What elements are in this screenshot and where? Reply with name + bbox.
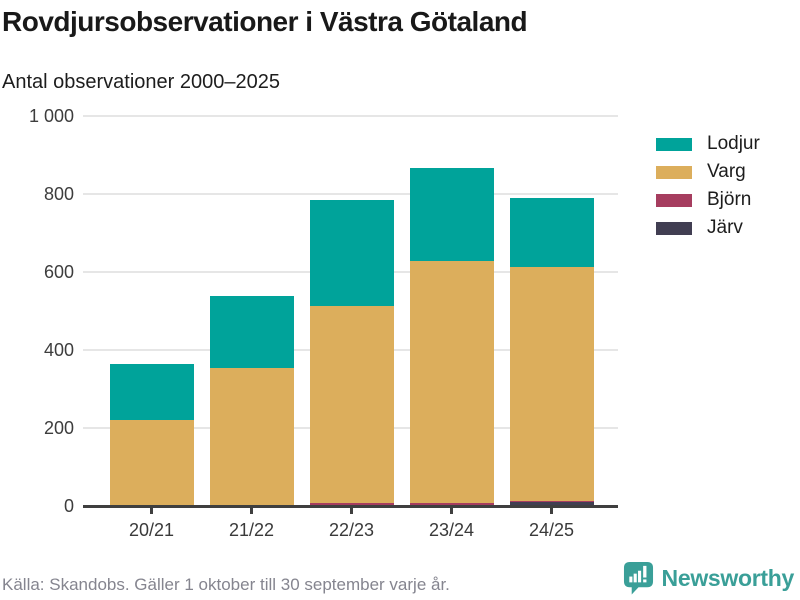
x-axis-tick: [450, 506, 453, 514]
bar-segment-lodjur: [209, 295, 294, 368]
legend-label: Varg: [707, 161, 746, 182]
y-axis-tick-label: 200: [43, 418, 74, 438]
legend-swatch: [656, 137, 692, 151]
x-axis-tick: [350, 506, 353, 514]
legend-swatch: [656, 193, 692, 207]
bar-segment-lodjur: [509, 198, 594, 267]
bar-24-25: [509, 115, 594, 505]
bar-22-23: [309, 115, 394, 505]
legend: Lodjur Varg Björn Järv: [656, 130, 760, 242]
bar-segment-varg: [509, 266, 594, 501]
y-axis-tick-label: 1 000: [28, 106, 74, 126]
bar-segment-varg: [109, 419, 194, 505]
legend-label: Lodjur: [707, 133, 760, 154]
y-axis-tick-label: 800: [43, 184, 74, 204]
y-axis-tick-label: 400: [43, 340, 74, 360]
source-note: Källa: Skandobs. Gäller 1 oktober till 3…: [2, 575, 450, 594]
bar-segment-björn: [409, 503, 494, 505]
bar-segment-björn: [309, 502, 394, 505]
legend-label: Björn: [707, 189, 752, 210]
y-axis-tick-label: 0: [63, 496, 74, 516]
plot-area: 20/21 21/22 22/23 23/24 24/25: [83, 115, 618, 540]
bar-20-21: [109, 115, 194, 505]
bar-segment-varg: [309, 305, 394, 503]
bar-segment-lodjur: [109, 364, 194, 420]
chart-subtitle: Antal observationer 2000–2025: [2, 71, 280, 93]
legend-swatch: [656, 221, 692, 235]
newsworthy-speech-bubble-icon: [623, 562, 653, 595]
x-axis-tick-label: 20/21: [128, 520, 175, 540]
legend-item-järv: Järv: [656, 214, 760, 242]
y-axis-tick-label: 600: [43, 262, 74, 282]
bar-23-24: [409, 115, 494, 505]
legend-label: Järv: [707, 217, 743, 238]
bar-segment-varg: [209, 367, 294, 505]
chart-title: Rovdjursobservationer i Västra Götaland: [2, 6, 528, 37]
x-axis-tick-label: 21/22: [228, 520, 275, 540]
bar-segment-varg: [409, 260, 494, 504]
x-axis-tick-label: 23/24: [428, 520, 475, 540]
x-axis-tick-label: 24/25: [528, 520, 575, 540]
bar-segment-lodjur: [409, 168, 494, 261]
bar-segment-lodjur: [309, 200, 394, 306]
gridline: [83, 193, 618, 195]
legend-item-björn: Björn: [656, 186, 760, 214]
gridline: [83, 115, 618, 117]
newsworthy-logo[interactable]: Newsworthy: [623, 561, 794, 595]
x-axis-tick: [250, 506, 253, 514]
legend-swatch: [656, 165, 692, 179]
bar-segment-björn: [509, 500, 594, 502]
x-axis-tick-label: 22/23: [328, 520, 375, 540]
bar-segment-järv: [509, 501, 594, 505]
legend-item-varg: Varg: [656, 158, 760, 186]
x-axis-tick: [550, 506, 553, 514]
legend-item-lodjur: Lodjur: [656, 130, 760, 158]
bar-21-22: [209, 115, 294, 505]
newsworthy-wordmark: Newsworthy: [661, 564, 795, 591]
x-axis-tick: [150, 506, 153, 514]
